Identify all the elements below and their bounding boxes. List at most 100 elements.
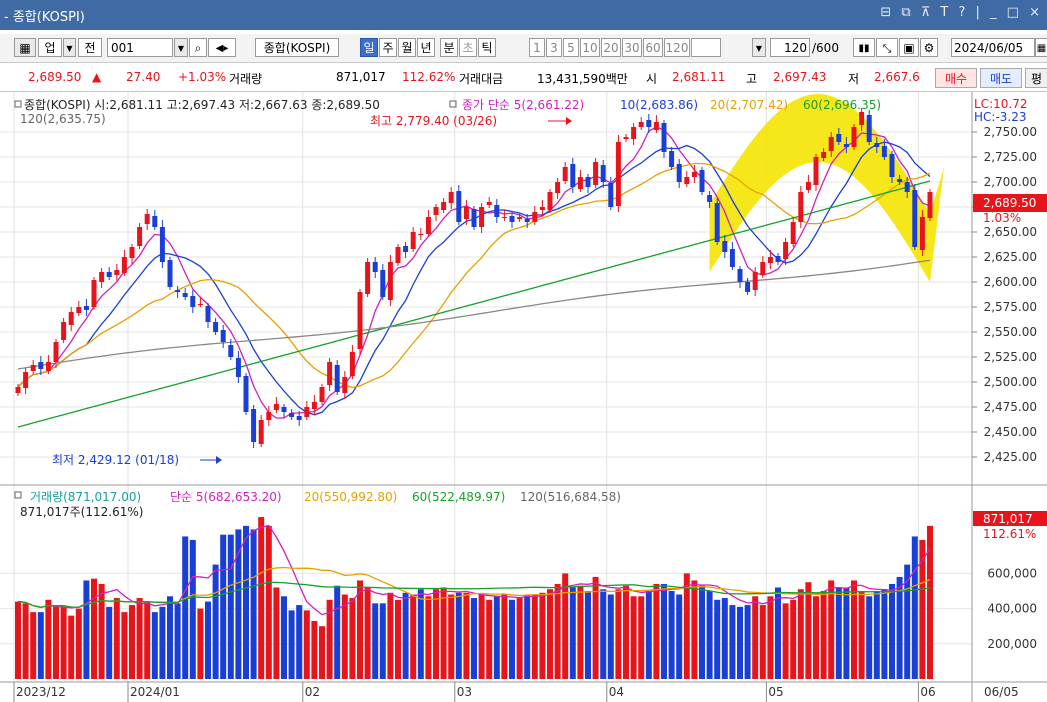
chevron-down-icon[interactable]: ▼ bbox=[63, 38, 76, 57]
audio-icon[interactable]: ◀▸ bbox=[208, 38, 236, 57]
candle-body bbox=[403, 246, 409, 252]
candle-body bbox=[76, 307, 82, 313]
period-tab-year[interactable]: 년 bbox=[417, 38, 435, 57]
volume-bar bbox=[129, 605, 135, 679]
volume-bar bbox=[83, 580, 90, 679]
interval-20[interactable]: 20 bbox=[601, 38, 621, 57]
count-dropdown-icon[interactable]: ▼ bbox=[752, 38, 766, 57]
code-dropdown-icon[interactable]: ▼ bbox=[174, 38, 188, 57]
volume-bar bbox=[585, 591, 591, 679]
code-input[interactable]: 001 bbox=[107, 38, 173, 57]
prev-button[interactable]: 전 bbox=[78, 38, 102, 57]
save-icon[interactable]: ▣ bbox=[899, 38, 919, 57]
chart-menu-icon[interactable]: ▦ bbox=[14, 38, 36, 57]
volume-bar bbox=[577, 585, 584, 679]
candle-body bbox=[311, 402, 317, 409]
count-input[interactable]: 120 bbox=[770, 38, 810, 57]
candle-body bbox=[372, 262, 378, 272]
volume-bar bbox=[721, 598, 728, 679]
volume-bar bbox=[600, 589, 607, 679]
candle-body bbox=[669, 151, 675, 167]
extra-button[interactable]: 평 bbox=[1025, 68, 1047, 88]
calendar-icon[interactable]: ▦ bbox=[1035, 38, 1047, 57]
trade-value: 13,431,590백만 bbox=[537, 72, 628, 86]
candle-body bbox=[357, 292, 363, 349]
last-volume-marker bbox=[973, 511, 1047, 526]
candle-body bbox=[593, 162, 599, 185]
chart-type-icon[interactable]: ▮▮ bbox=[853, 38, 875, 57]
candle-body bbox=[547, 192, 553, 210]
candle-body bbox=[570, 164, 576, 187]
date-input[interactable]: 2024/06/05 bbox=[951, 38, 1035, 57]
candle-body bbox=[45, 362, 51, 371]
price-tick-label: 2,625.00 bbox=[984, 250, 1037, 264]
candle-body bbox=[653, 122, 659, 130]
candle-body bbox=[83, 306, 89, 310]
interval-5[interactable]: 5 bbox=[563, 38, 579, 57]
volume-bar bbox=[592, 576, 599, 679]
candle-chart[interactable]: 2,750.002,725.002,700.002,675.002,650.00… bbox=[0, 92, 1047, 702]
gear-icon[interactable]: ⚙ bbox=[920, 38, 938, 57]
market-type-select[interactable]: 업 bbox=[38, 38, 62, 57]
candle-body bbox=[638, 122, 644, 127]
candle-body bbox=[760, 262, 766, 275]
interval-30[interactable]: 30 bbox=[622, 38, 642, 57]
volume-bar bbox=[410, 594, 417, 679]
candle-body bbox=[691, 172, 697, 177]
volume-bar bbox=[873, 591, 880, 679]
candle-body bbox=[334, 365, 340, 392]
candle-body bbox=[919, 217, 925, 250]
volume-bar bbox=[820, 591, 827, 679]
interval-3[interactable]: 3 bbox=[546, 38, 562, 57]
candle-body bbox=[289, 413, 295, 417]
volume-bar bbox=[683, 573, 690, 679]
volume-bar bbox=[790, 599, 797, 679]
sell-button[interactable]: 매도 bbox=[980, 68, 1022, 88]
buy-button[interactable]: 매수 bbox=[935, 68, 977, 88]
price-change: 27.40 bbox=[126, 70, 161, 84]
period-tab-week[interactable]: 주 bbox=[379, 38, 397, 57]
draw-line-icon[interactable]: ⤡ bbox=[876, 38, 898, 57]
interval-1[interactable]: 1 bbox=[529, 38, 545, 57]
interval-10[interactable]: 10 bbox=[580, 38, 600, 57]
candle-body bbox=[821, 152, 827, 158]
volume-bar bbox=[395, 599, 401, 679]
candle-body bbox=[843, 144, 849, 147]
volume-bar bbox=[227, 534, 234, 679]
volume-tick-label: 200,000 bbox=[987, 637, 1037, 651]
interval-60[interactable]: 60 bbox=[643, 38, 663, 57]
window-controls[interactable]: ⊟ ⧉ ⊼ T ? | _ □ × bbox=[880, 5, 1043, 20]
volume-bar bbox=[706, 591, 713, 679]
candle-body bbox=[608, 183, 614, 207]
volume-bar bbox=[501, 594, 508, 679]
volume-bar bbox=[455, 592, 462, 679]
volume-bar bbox=[357, 580, 363, 679]
volume-bar bbox=[919, 539, 926, 679]
volume-bar bbox=[334, 585, 341, 679]
volume-bar bbox=[364, 587, 371, 679]
search-icon[interactable]: ⌕ bbox=[189, 38, 207, 57]
volume-legend-box-icon bbox=[14, 491, 22, 499]
period-tab-second[interactable]: 초 bbox=[459, 38, 477, 57]
price-change-pct: +1.03% bbox=[178, 70, 227, 84]
interval-custom-input[interactable] bbox=[691, 38, 721, 57]
volume-bar bbox=[387, 592, 394, 679]
volume-bar bbox=[714, 599, 721, 679]
date-tick-label: 03 bbox=[457, 685, 472, 699]
volume-bar bbox=[699, 585, 705, 679]
period-tab-month[interactable]: 월 bbox=[398, 38, 416, 57]
period-tab-day[interactable]: 일 bbox=[360, 38, 378, 57]
hc-label: HC:-3.23 bbox=[974, 110, 1027, 124]
ma-legend-box-icon bbox=[449, 100, 457, 108]
volume-bar bbox=[516, 598, 523, 679]
period-tab-tick[interactable]: 틱 bbox=[478, 38, 496, 57]
interval-120[interactable]: 120 bbox=[664, 38, 690, 57]
volume-bar bbox=[425, 596, 432, 679]
candle-body bbox=[714, 203, 720, 242]
volume-bar bbox=[775, 587, 781, 679]
candle-body bbox=[61, 322, 67, 340]
candle-body bbox=[737, 269, 743, 282]
volume-bars bbox=[15, 517, 933, 679]
date-tick-label: 04 bbox=[609, 685, 624, 699]
period-tab-minute[interactable]: 분 bbox=[440, 38, 458, 57]
